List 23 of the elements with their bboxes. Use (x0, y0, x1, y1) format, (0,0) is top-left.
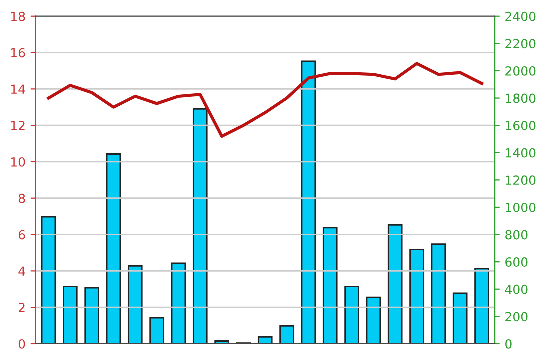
y-tick-label: 8 (18, 194, 26, 204)
y2-tick-label: 1800 (506, 94, 536, 104)
y2-tick-label: 0 (506, 339, 512, 349)
y2-tick-label: 2000 (506, 66, 536, 76)
y-tick-label: 6 (18, 230, 26, 240)
y-tick-label: 2 (18, 303, 25, 312)
y2-tick-label: 1200 (506, 176, 536, 186)
y-tick-label: 16 (11, 48, 26, 58)
y2-tick-label: 2200 (506, 39, 536, 49)
y-tick-label: 4 (18, 266, 26, 276)
y-tick-label: 18 (11, 12, 26, 22)
y2-tick-label: 1400 (506, 148, 536, 158)
y2-tick-label: 800 (506, 230, 528, 240)
y2-tick-label: 1000 (506, 202, 536, 212)
y2-tick-label: 200 (506, 312, 528, 322)
y2-tick-label: 600 (506, 258, 528, 268)
y-tick-label: 10 (11, 157, 26, 167)
y2-tick-label: 400 (505, 284, 528, 294)
y-tick-label: 0 (18, 339, 26, 349)
y2-tick-label: 1600 (506, 121, 536, 131)
y-tick-label: 14 (11, 84, 26, 94)
y-tick-label: 12 (11, 121, 25, 130)
y2-tick-label: 2400 (506, 12, 536, 22)
